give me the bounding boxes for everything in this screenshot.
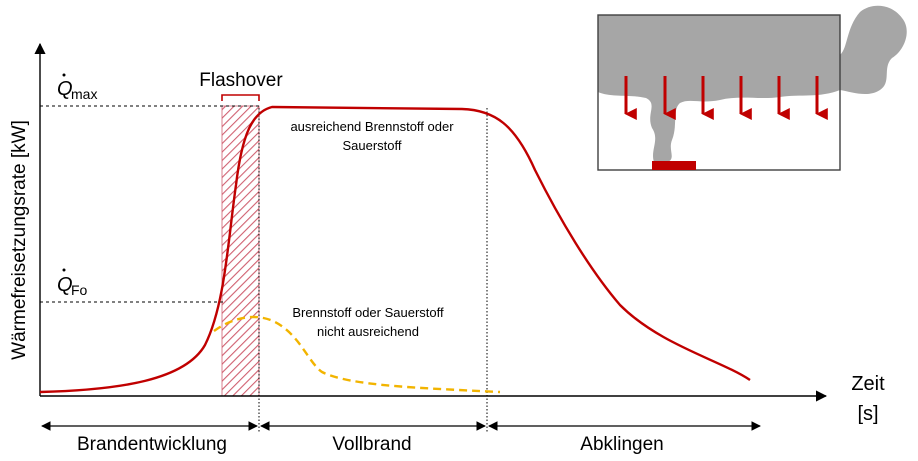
phase-label-vollbrand: Vollbrand	[332, 434, 411, 455]
svg-text:max: max	[71, 86, 97, 102]
flashover-bracket	[221, 94, 260, 101]
phase-label-abklingen: Abklingen	[580, 434, 663, 455]
svg-text:Q: Q	[57, 274, 73, 296]
svg-text:Fo: Fo	[71, 282, 88, 298]
series-line-sufficient	[39, 105, 751, 394]
y-axis-label: Wärmefreisetzungsrate [kW]	[9, 120, 30, 360]
x-axis-label-line1: Zeit	[851, 373, 885, 395]
fire-source-icon	[652, 161, 696, 170]
smoke-plume-icon	[598, 5, 907, 162]
series-line-insufficient	[213, 315, 501, 394]
room-outline	[597, 14, 841, 171]
qfo-label: Q Fo	[57, 268, 88, 298]
room-illustration	[597, 5, 907, 171]
annotation-insufficient-line1: Brennstoff oder Sauerstoff	[292, 305, 444, 320]
heat-flux-arrows-icon	[624, 76, 828, 120]
qmax-label: Q max	[57, 73, 97, 102]
svg-text:Q: Q	[57, 78, 73, 100]
flashover-label: Flashover	[199, 70, 283, 91]
x-axis-label-line2: [s]	[857, 403, 878, 425]
annotation-insufficient-line2: nicht ausreichend	[317, 324, 419, 339]
annotation-sufficient-line1: ausreichend Brennstoff oder	[290, 119, 454, 134]
phase-label-brandentwicklung: Brandentwicklung	[77, 434, 227, 455]
annotation-sufficient-line2: Sauerstoff	[342, 138, 401, 153]
